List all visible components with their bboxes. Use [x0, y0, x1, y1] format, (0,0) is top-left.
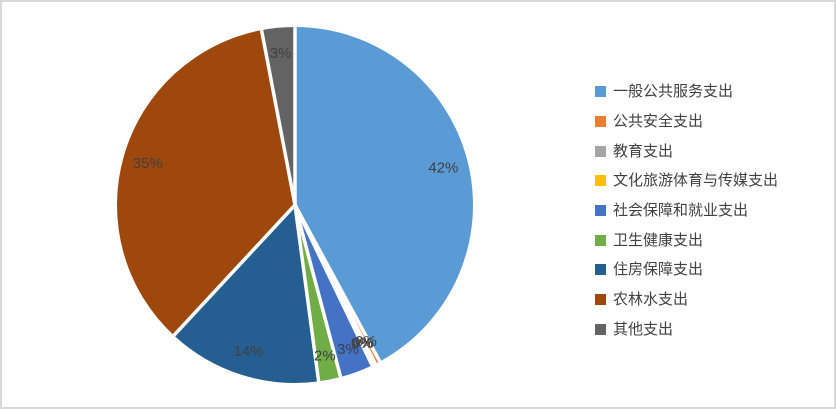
legend-label: 住房保障支出 — [613, 261, 704, 279]
legend-label: 公共安全支出 — [613, 113, 704, 131]
legend-swatch-icon — [595, 116, 606, 128]
legend-label: 农林水支出 — [613, 291, 689, 309]
legend-item-3: 文化旅游体育与传媒支出 — [595, 166, 778, 196]
legend-item-0: 一般公共服务支出 — [595, 77, 778, 107]
legend-swatch-icon — [595, 175, 606, 187]
legend-swatch-icon — [595, 145, 606, 157]
legend-item-6: 住房保障支出 — [595, 255, 778, 285]
pie-slice-0 — [295, 27, 473, 362]
slice-separator — [293, 204, 321, 382]
legend-label: 教育支出 — [613, 142, 674, 160]
slice-label-5: 2% — [314, 347, 336, 364]
slice-label-7: 35% — [133, 155, 163, 172]
legend-item-7: 农林水支出 — [595, 285, 778, 315]
slice-separator — [293, 204, 374, 367]
legend-label: 其他支出 — [613, 320, 674, 338]
legend-item-4: 社会保障和就业支出 — [595, 196, 778, 226]
legend-item-5: 卫生健康支出 — [595, 225, 778, 255]
legend-item-2: 教育支出 — [595, 136, 778, 166]
legend-label: 卫生健康支出 — [613, 231, 704, 249]
legend-label: 文化旅游体育与传媒支出 — [613, 172, 779, 190]
legend-label: 社会保障和就业支出 — [613, 202, 749, 220]
legend-item-8: 其他支出 — [595, 315, 778, 345]
slice-label-1: 0% — [355, 333, 377, 350]
legend-swatch-icon — [595, 86, 606, 98]
slice-label-4: 3% — [337, 341, 359, 358]
slice-separator — [293, 204, 343, 378]
slice-label-0: 42% — [428, 160, 458, 177]
legend-swatch-icon — [595, 264, 606, 276]
legend-swatch-icon — [595, 294, 606, 306]
chart-legend: 一般公共服务支出 公共安全支出 教育支出文化旅游体育与传媒支出 社会保障和就业支出 卫生… — [595, 77, 778, 344]
pie-slice-7 — [116, 30, 295, 336]
pie-slice-6 — [173, 205, 319, 383]
legend-item-1: 公共安全支出 — [595, 107, 778, 137]
slice-label-6: 14% — [234, 343, 264, 360]
slice-label-3: 0% — [351, 335, 373, 352]
slice-separator — [259, 29, 297, 206]
slice-separator — [172, 203, 297, 337]
legend-swatch-icon — [595, 234, 606, 246]
legend-swatch-icon — [595, 205, 606, 217]
slice-label-8: 3% — [270, 45, 292, 62]
legend-swatch-icon — [595, 323, 606, 335]
slice-label-2: 0% — [352, 334, 374, 351]
legend-label: 一般公共服务支出 — [613, 83, 734, 101]
